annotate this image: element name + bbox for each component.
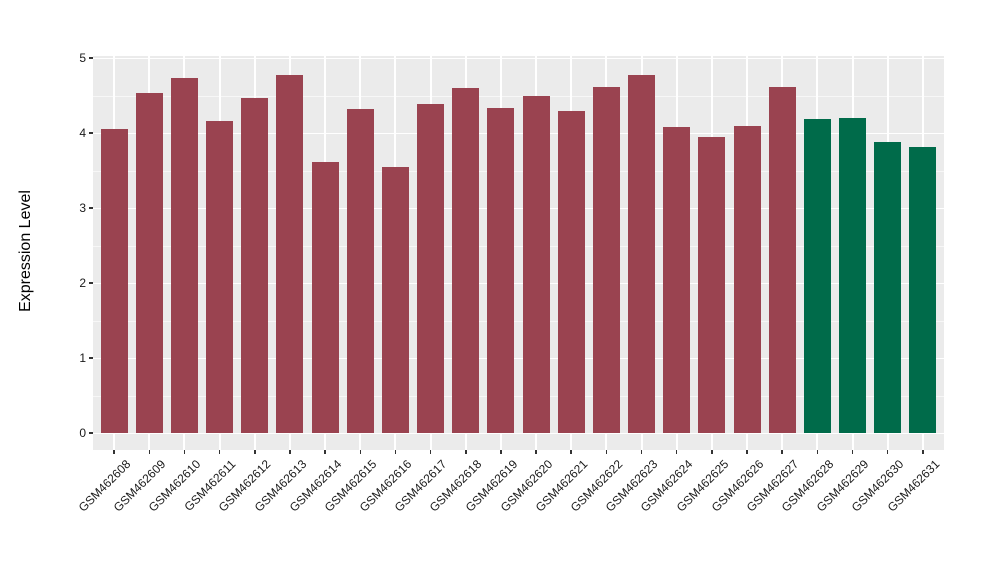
minor-gridline: [93, 245, 944, 247]
x-tick-mark: [465, 450, 467, 454]
minor-gridline: [93, 170, 944, 172]
bar-GSM462608: [100, 128, 128, 433]
x-tick-mark: [570, 450, 572, 454]
x-tick-mark: [183, 450, 186, 454]
y-axis-title: Expression Level: [17, 190, 34, 312]
x-tick-mark: [816, 450, 819, 454]
plot-panel: [93, 56, 944, 450]
bar-GSM462614: [311, 162, 339, 433]
bar-GSM462619: [487, 108, 515, 433]
x-tick-mark: [218, 450, 221, 454]
bar-GSM462630: [874, 142, 902, 433]
y-tick-mark: [89, 282, 93, 284]
y-tick-label: 4: [79, 126, 86, 140]
y-tick-mark: [89, 132, 93, 134]
y-tick-mark: [89, 207, 93, 209]
x-tick-mark: [254, 450, 256, 454]
y-tick-mark: [89, 357, 93, 359]
bar-GSM462622: [592, 86, 620, 433]
y-tick-label: 1: [79, 351, 86, 365]
x-tick-mark: [535, 450, 537, 454]
bar-GSM462629: [839, 118, 867, 433]
x-tick-mark: [746, 450, 748, 454]
bar-GSM462618: [452, 88, 480, 433]
major-gridline: [93, 207, 944, 209]
bar-GSM462612: [241, 97, 269, 433]
major-gridline: [93, 282, 944, 284]
minor-gridline: [93, 95, 944, 97]
y-tick-mark: [89, 432, 93, 434]
x-tick-mark: [675, 450, 678, 454]
bar-GSM462623: [628, 74, 656, 433]
major-gridline: [93, 57, 944, 59]
y-tick-mark: [89, 57, 93, 59]
x-tick-mark: [781, 450, 783, 454]
y-tick-label: 5: [79, 51, 86, 65]
bar-GSM462624: [663, 127, 691, 433]
bar-GSM462610: [170, 78, 198, 433]
x-tick-mark: [359, 450, 361, 454]
bar-GSM462627: [768, 87, 796, 433]
y-tick-label: 2: [79, 276, 86, 290]
bar-GSM462628: [803, 118, 831, 433]
bar-GSM462611: [206, 121, 234, 433]
y-tick-label: 3: [79, 201, 86, 215]
bar-GSM462609: [135, 93, 163, 433]
x-tick-mark: [500, 450, 502, 454]
x-tick-mark: [851, 450, 854, 454]
major-gridline: [93, 132, 944, 134]
x-tick-mark: [429, 450, 432, 454]
bar-GSM462616: [381, 166, 409, 433]
major-gridline: [93, 357, 944, 359]
bar-GSM462626: [733, 125, 761, 433]
x-tick-mark: [394, 450, 397, 454]
major-gridline: [93, 432, 944, 434]
minor-gridline: [93, 320, 944, 322]
minor-gridline: [93, 395, 944, 397]
x-tick-mark: [289, 450, 291, 454]
x-tick-mark: [922, 450, 924, 454]
x-tick-mark: [640, 450, 643, 454]
bar-GSM462615: [346, 109, 374, 433]
bar-GSM462621: [557, 110, 585, 433]
x-tick-mark: [711, 450, 713, 454]
x-tick-mark: [605, 450, 608, 454]
bar-GSM462613: [276, 75, 304, 433]
bar-GSM462617: [417, 103, 445, 433]
bar-GSM462620: [522, 96, 550, 433]
bar-GSM462625: [698, 136, 726, 433]
x-tick-mark: [113, 450, 115, 454]
x-tick-mark: [324, 450, 326, 454]
x-tick-mark: [886, 450, 889, 454]
y-tick-label: 0: [79, 426, 86, 440]
x-tick-mark: [148, 450, 150, 454]
bar-GSM462631: [909, 147, 937, 433]
